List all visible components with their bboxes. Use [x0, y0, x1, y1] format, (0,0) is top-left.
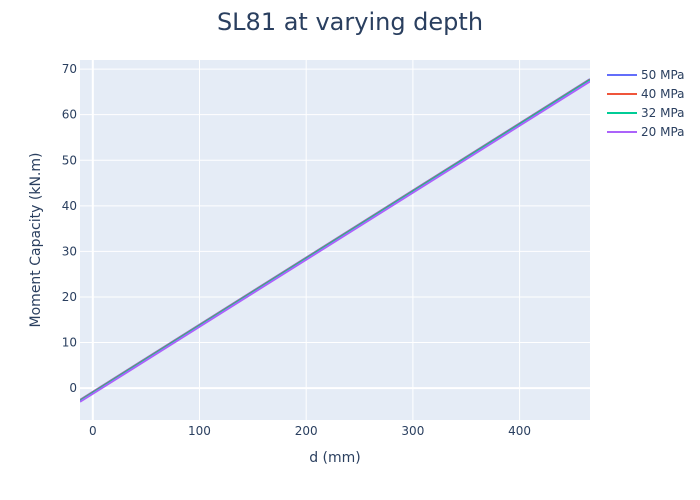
y-tick-label: 0	[69, 381, 77, 395]
legend-item[interactable]: 32 MPa	[607, 106, 685, 120]
grid-lines	[80, 60, 590, 420]
y-axis-label: Moment Capacity (kN.m)	[28, 153, 44, 328]
x-tick-label: 200	[295, 424, 318, 438]
legend-label: 32 MPa	[641, 106, 685, 120]
y-tick-label: 20	[62, 290, 77, 304]
legend-item[interactable]: 40 MPa	[607, 87, 685, 101]
series-lines	[80, 78, 590, 403]
x-tick-label: 400	[508, 424, 531, 438]
legend-item[interactable]: 50 MPa	[607, 68, 685, 82]
x-axis-ticks: 0 100 200 300 400	[89, 424, 531, 438]
legend-item[interactable]: 20 MPa	[607, 125, 685, 139]
legend-label: 50 MPa	[641, 68, 685, 82]
legend-label: 40 MPa	[641, 87, 685, 101]
y-tick-label: 10	[62, 336, 77, 350]
y-axis-ticks: 0 10 20 30 40 50 60 70	[62, 62, 77, 395]
y-tick-label: 70	[62, 62, 77, 76]
legend-label: 20 MPa	[641, 125, 685, 139]
x-tick-label: 300	[401, 424, 424, 438]
chart-title: SL81 at varying depth	[217, 8, 483, 36]
y-tick-label: 30	[62, 244, 77, 258]
y-tick-label: 40	[62, 199, 77, 213]
x-tick-label: 0	[89, 424, 97, 438]
x-axis-label: d (mm)	[309, 450, 361, 466]
x-tick-label: 100	[188, 424, 211, 438]
series-line-3	[80, 80, 590, 403]
legend[interactable]: 50 MPa 40 MPa 32 MPa 20 MPa	[607, 68, 685, 139]
y-tick-label: 50	[62, 153, 77, 167]
y-tick-label: 60	[62, 108, 77, 122]
